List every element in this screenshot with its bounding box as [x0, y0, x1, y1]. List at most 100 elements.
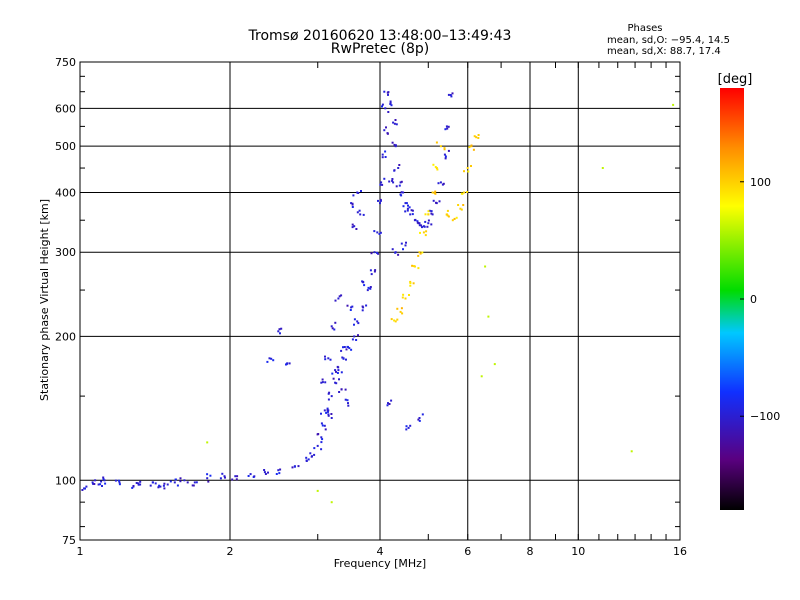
data-point: [381, 153, 384, 156]
data-point: [389, 100, 392, 103]
data-point: [443, 148, 446, 151]
stats-heading: Phases: [627, 23, 662, 34]
data-point: [402, 248, 404, 251]
data-point: [192, 484, 195, 487]
data-point: [118, 483, 121, 486]
data-point: [413, 265, 415, 268]
data-point: [367, 286, 370, 289]
data-point: [391, 178, 394, 180]
data-point: [417, 222, 420, 225]
data-point: [267, 471, 269, 474]
data-point: [351, 305, 354, 308]
y-tick-label: 75: [62, 534, 76, 547]
data-point: [386, 91, 389, 94]
data-point: [445, 125, 448, 128]
data-point: [321, 424, 324, 427]
x-tick-label: 10: [571, 545, 585, 558]
data-point: [221, 472, 224, 475]
data-point: [373, 230, 376, 233]
data-point: [390, 318, 393, 321]
data-point: [321, 438, 324, 441]
data-point: [463, 170, 465, 173]
data-point: [394, 320, 397, 323]
x-tick-label: 6: [464, 545, 471, 558]
stats-line-x: mean, sd,X: 88.7, 17.4: [607, 46, 721, 57]
data-point: [324, 355, 326, 358]
data-point: [414, 218, 417, 221]
data-point: [347, 402, 349, 405]
stats-line-o: mean, sd,O: −95.4, 14.5: [607, 35, 730, 46]
data-point: [291, 466, 294, 469]
data-point: [355, 339, 358, 341]
data-point: [484, 265, 487, 268]
data-point: [411, 264, 414, 267]
data-point: [404, 202, 407, 205]
data-point: [340, 349, 343, 352]
data-point: [132, 485, 135, 487]
data-point: [449, 94, 452, 96]
data-point: [114, 479, 117, 482]
data-point: [253, 475, 256, 478]
data-point: [390, 104, 393, 107]
data-point: [397, 167, 400, 169]
data-point: [401, 312, 404, 315]
data-point: [323, 424, 326, 427]
data-point: [461, 192, 464, 195]
data-point: [384, 150, 387, 153]
data-point: [409, 282, 412, 284]
data-point: [316, 444, 319, 447]
y-axis-label: Stationary phase Virtual Height [km]: [38, 199, 51, 401]
data-point: [601, 167, 604, 169]
data-point: [369, 269, 372, 272]
data-point: [311, 455, 313, 458]
data-point: [139, 483, 142, 486]
data-point: [334, 369, 337, 372]
data-point: [270, 357, 273, 360]
data-point: [293, 465, 296, 468]
data-point: [428, 209, 431, 212]
data-point: [320, 422, 323, 425]
data-point: [400, 242, 403, 245]
data-point: [231, 478, 234, 481]
data-point: [451, 219, 454, 222]
data-point: [342, 346, 344, 349]
data-point: [404, 297, 407, 300]
data-point: [163, 487, 166, 490]
data-point: [307, 458, 310, 461]
data-point: [344, 398, 347, 401]
data-point: [344, 388, 347, 391]
data-point: [346, 399, 349, 402]
data-point: [447, 125, 450, 128]
data-point: [320, 448, 323, 451]
data-point: [324, 358, 327, 361]
data-point: [305, 460, 308, 462]
data-point: [326, 408, 329, 411]
data-point: [457, 204, 460, 206]
data-point: [358, 209, 361, 212]
x-axis-label: Frequency [MHz]: [334, 557, 426, 570]
data-point: [247, 475, 250, 477]
data-point: [416, 220, 419, 223]
data-point: [421, 226, 423, 229]
data-point: [353, 318, 356, 321]
data-point: [356, 320, 359, 323]
data-point: [334, 299, 337, 302]
data-point: [400, 180, 403, 183]
data-point: [320, 441, 323, 444]
data-point: [411, 209, 414, 212]
data-point: [330, 395, 333, 398]
data-point: [320, 412, 322, 415]
colorbar-ticks: 100 0 −100: [740, 176, 780, 423]
data-point: [386, 404, 389, 407]
data-point: [388, 403, 391, 405]
data-point: [353, 323, 355, 326]
data-point: [97, 483, 100, 486]
data-point: [360, 190, 362, 192]
data-point: [430, 223, 433, 226]
data-point: [117, 479, 120, 482]
data-point: [343, 346, 346, 348]
data-point: [158, 484, 161, 487]
data-point: [427, 213, 430, 216]
data-point: [412, 282, 415, 285]
data-point: [473, 135, 476, 138]
